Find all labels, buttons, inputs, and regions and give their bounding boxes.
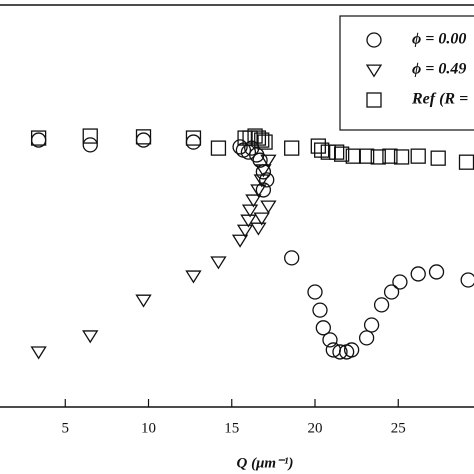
x-tick-label: 15 [224,420,239,436]
triangle-marker [185,270,202,284]
square-marker [30,130,47,146]
triangle-marker [255,164,272,178]
square-marker [430,150,446,166]
square-marker [310,138,326,154]
circle-marker [232,139,248,155]
triangle-marker [82,330,99,344]
legend-label: ϕ = 0.00 [412,31,466,48]
circle-marker [82,137,98,153]
circle-marker [185,134,202,150]
circle-marker [363,317,380,333]
x-tick-label: 20 [308,420,323,436]
triangle-marker [240,214,257,228]
triangle-marker [30,346,47,360]
square-marker [410,148,426,164]
square-marker [393,149,410,165]
triangle-marker [250,222,267,236]
square-marker [382,148,398,164]
square-marker [458,154,474,170]
circle-marker [322,332,338,348]
triangle-marker [135,294,152,308]
circle-marker [252,152,268,168]
triangle-marker [241,204,259,218]
square-marker [320,144,336,160]
circle-marker [259,172,275,188]
circle-marker [284,250,300,266]
legend-label: ϕ = 0.49 [412,61,466,78]
circle-marker [315,320,331,336]
circle-marker [373,297,390,313]
circle-marker [343,342,360,358]
circle-marker [392,274,408,290]
triangle-marker [236,224,254,238]
circle-marker [307,284,323,300]
triangle-marker [231,234,249,248]
triangle-marker [250,184,267,198]
square-marker [254,132,270,148]
square-marker [345,148,361,164]
square-marker [328,144,345,160]
square-marker [333,146,350,162]
square-marker [358,148,375,164]
square-marker [210,140,227,156]
legend-box [339,15,474,131]
legend-marker [365,64,383,78]
circle-marker [312,302,328,318]
circle-marker [358,330,375,346]
circle-marker [383,284,400,300]
circle-marker [135,132,152,148]
circle-marker [332,344,348,360]
x-axis-label: Q (μm⁻¹) [237,455,294,471]
square-marker [242,130,258,146]
triangle-marker [253,174,270,188]
triangle-marker [260,154,277,168]
legend-label: Ref (R = [411,91,468,108]
triangle-marker [260,200,277,214]
x-tick-label: 5 [62,420,70,436]
triangle-marker [245,194,262,208]
legend-marker [366,92,382,108]
x-tick-label: 10 [141,420,156,436]
square-marker [82,128,98,144]
legend-marker [366,32,382,48]
triangle-marker [210,256,227,270]
triangle-marker [253,212,270,226]
circle-marker [428,264,445,280]
square-marker [257,134,273,150]
square-marker [185,130,202,146]
x-tick-label: 25 [391,420,406,436]
square-marker [284,140,300,156]
circle-marker [460,272,474,288]
circle-marker [410,266,426,282]
square-marker [135,129,152,145]
square-marker [370,149,386,165]
